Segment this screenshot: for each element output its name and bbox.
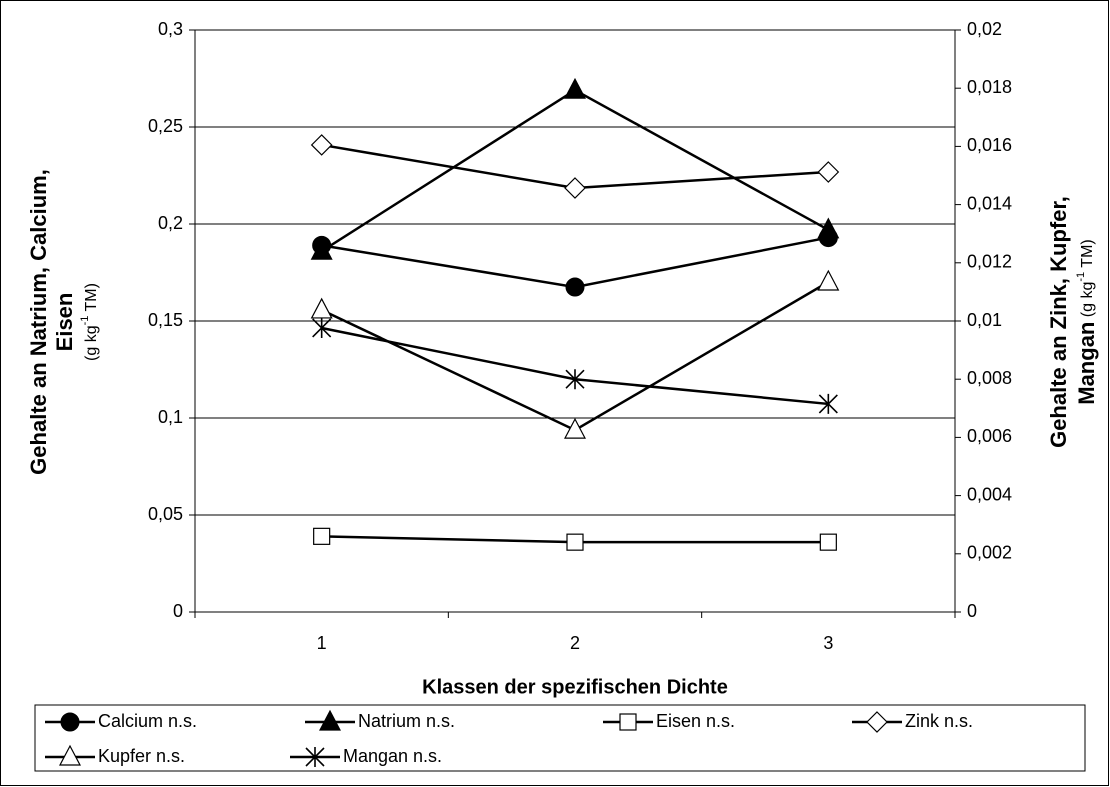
- y2-tick-label: 0,006: [967, 426, 1012, 446]
- legend-marker: [305, 747, 325, 767]
- y2-tick-label: 0,014: [967, 193, 1012, 213]
- data-point: [310, 297, 333, 319]
- unit-sup: -1: [79, 316, 91, 326]
- data-point: [817, 161, 840, 183]
- data-point: [312, 317, 332, 338]
- y2-tick-label: 0,02: [967, 19, 1002, 39]
- data-point: [313, 527, 331, 545]
- y2-tick-label: 0,008: [967, 368, 1012, 388]
- y-axis-label: Gehalte an Natrium, Calcium,: [26, 169, 51, 475]
- data-point: [564, 77, 586, 99]
- unit-sup: -1: [1075, 272, 1087, 282]
- data-point: [817, 269, 840, 291]
- x-tick-label: 2: [570, 633, 580, 653]
- y-axis-unit: (g kg-1 TM): [79, 283, 100, 361]
- y2-axis-label: Mangan (g kg-1 TM): [1074, 239, 1099, 405]
- legend-marker: [59, 744, 81, 766]
- legend-label: Natrium n.s.: [358, 711, 455, 731]
- x-tick-label: 3: [823, 633, 833, 653]
- y-tick-label: 0,1: [158, 407, 183, 427]
- legend-marker: [60, 712, 80, 732]
- y2-label-text: Mangan: [1074, 322, 1099, 405]
- data-point: [564, 177, 586, 199]
- legend-label: Calcium n.s.: [98, 711, 197, 731]
- data-point: [564, 417, 586, 439]
- data-point: [566, 533, 584, 551]
- y2-axis-label: Gehalte an Zink, Kupfer,: [1046, 196, 1071, 448]
- y-tick-label: 0,05: [148, 504, 183, 524]
- x-tick-label: 1: [317, 633, 327, 653]
- y2-tick-label: 0,018: [967, 77, 1012, 97]
- unit-text: TM): [83, 283, 100, 316]
- data-point: [565, 277, 585, 297]
- legend-label: Zink n.s.: [905, 711, 973, 731]
- y2-tick-label: 0,004: [967, 484, 1012, 504]
- data-point: [819, 533, 837, 551]
- y2-tick-label: 0,012: [967, 252, 1012, 272]
- y2-tick-label: 0,01: [967, 310, 1002, 330]
- legend-label: Eisen n.s.: [656, 711, 735, 731]
- y-tick-label: 0: [173, 601, 183, 621]
- data-point: [565, 369, 585, 390]
- legend-marker: [866, 711, 888, 733]
- legend-marker: [619, 713, 637, 731]
- y-tick-label: 0,2: [158, 213, 183, 233]
- data-point: [310, 238, 333, 260]
- y2-tick-label: 0,016: [967, 135, 1012, 155]
- unit-text: (g kg: [1079, 282, 1096, 322]
- y2-tick-label: 0,002: [967, 543, 1012, 563]
- legend-label: Mangan n.s.: [343, 746, 442, 766]
- y-tick-label: 0,3: [158, 19, 183, 39]
- unit-text: (g kg: [83, 325, 100, 361]
- legend-label: Kupfer n.s.: [98, 746, 185, 766]
- y-tick-label: 0,15: [148, 310, 183, 330]
- data-point: [310, 134, 333, 156]
- legend-box: [34, 704, 1086, 772]
- legend-marker: [319, 709, 341, 731]
- data-point: [817, 217, 840, 239]
- x-axis-label: Klassen der spezifischen Dichte: [422, 676, 728, 698]
- y-tick-label: 0,25: [148, 116, 183, 136]
- unit-text: TM): [1079, 239, 1096, 272]
- data-point: [818, 393, 838, 414]
- y-axis-label: Eisen: [52, 293, 77, 352]
- y2-tick-label: 0: [967, 601, 977, 621]
